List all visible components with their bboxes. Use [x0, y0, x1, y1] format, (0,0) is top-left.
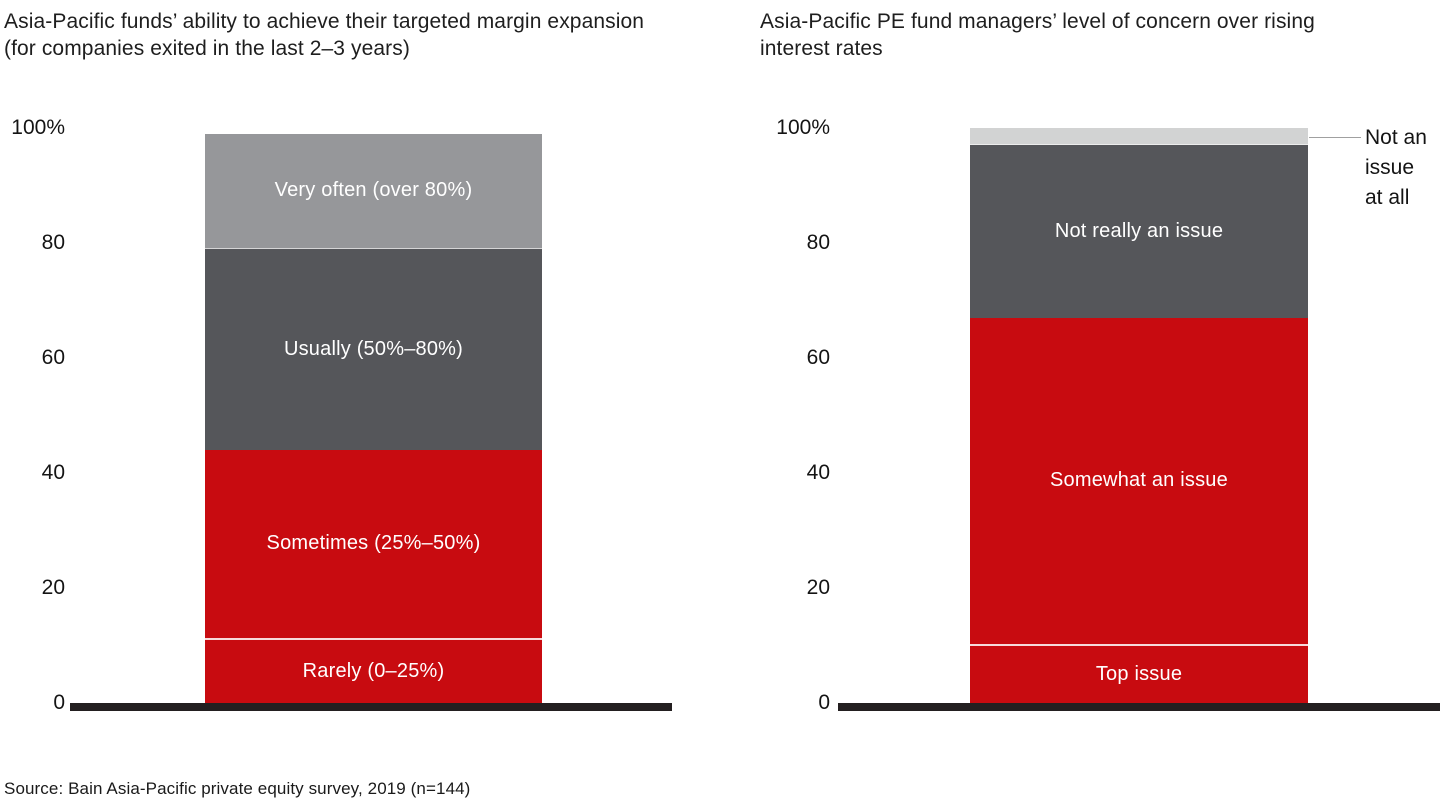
- segment-label: Somewhat an issue: [1050, 469, 1228, 492]
- segment-not-really-an-issue: Not really an issue: [970, 145, 1308, 318]
- segment-usually-50-80: Usually (50%–80%): [205, 248, 542, 450]
- y-tick-label-0: 0: [53, 691, 65, 714]
- segment-sliver: [970, 128, 1308, 146]
- plot-area: 0 20 40 60 80 100% Top issue Somewhat an issue…: [720, 116, 1440, 714]
- y-tick-label-80: 80: [41, 231, 65, 254]
- y-tick-label-40: 40: [41, 461, 65, 484]
- segment-sometimes-25-50: Sometimes (25%–50%): [205, 450, 542, 640]
- annotation-line: Not an: [1365, 126, 1427, 149]
- y-axis-tick-labels: 0 20 40 60 80 100%: [0, 116, 65, 714]
- annotation-not-an-issue: Not an issue at all: [1365, 123, 1440, 213]
- chart-margin-expansion: Asia-Pacific funds’ ability to achieve t…: [0, 0, 720, 760]
- stacked-bar: Top issue Somewhat an issue Not really an …: [970, 128, 1308, 703]
- segment-very-often-over-80: Very often (over 80%): [205, 133, 542, 249]
- annotation-line: issue: [1365, 156, 1415, 179]
- y-tick-label-0: 0: [818, 691, 830, 714]
- annotation-line: at all: [1365, 186, 1410, 209]
- segment-label: Not really an issue: [1054, 220, 1224, 242]
- segment-label: Sometimes (25%–50%): [266, 532, 481, 555]
- plot-area: 0 20 40 60 80 100% Rarely (0–25%) Sometimes (2…: [0, 116, 720, 714]
- y-tick-label-80: 80: [806, 231, 830, 254]
- segment-label: Usually (50%–80%): [283, 337, 464, 360]
- chart-interest-rate-concern: Asia-Pacific PE fund managers’ level of …: [720, 0, 1440, 760]
- x-axis-baseline: [70, 703, 672, 711]
- y-tick-label-100: 100%: [776, 116, 830, 139]
- stacked-bar: Rarely (0–25%) Sometimes (25%–50%) Usually…: [205, 128, 542, 703]
- y-tick-label-20: 20: [41, 576, 65, 599]
- segment-label: Top issue: [1095, 662, 1183, 685]
- chart-title: Asia-Pacific funds’ ability to achieve t…: [4, 10, 645, 60]
- segment-rarely-0-25: Rarely (0–25%): [205, 639, 542, 703]
- y-tick-label-40: 40: [806, 461, 830, 484]
- segment-top-issue: Top issue: [970, 645, 1308, 703]
- y-tick-label-60: 60: [806, 346, 830, 369]
- segment-label: Very often (over 80%): [274, 179, 473, 202]
- y-tick-label-20: 20: [806, 576, 830, 599]
- x-axis-baseline: [838, 703, 1440, 711]
- y-tick-label-100: 100%: [11, 116, 65, 139]
- chart-title: Asia-Pacific PE fund managers’ level of …: [760, 10, 1315, 60]
- source-note: Source: Bain Asia-Pacific private equity…: [4, 779, 471, 798]
- segment-somewhat-an-issue: Somewhat an issue: [970, 317, 1308, 646]
- segment-label: Rarely (0–25%): [302, 659, 445, 682]
- annotation-leader-line: [1309, 137, 1361, 138]
- y-tick-label-60: 60: [41, 346, 65, 369]
- y-axis-tick-labels: 0 20 40 60 80 100%: [720, 116, 830, 714]
